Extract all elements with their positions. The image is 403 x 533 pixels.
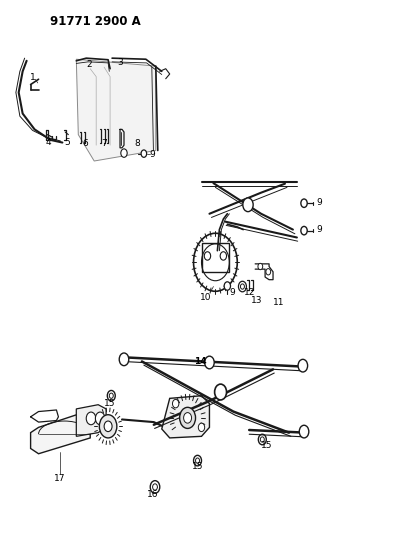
Circle shape — [109, 393, 113, 398]
Text: 9: 9 — [229, 288, 235, 297]
Circle shape — [266, 269, 271, 275]
Text: 15: 15 — [192, 463, 203, 471]
Circle shape — [205, 356, 214, 369]
Text: 11: 11 — [272, 298, 284, 307]
Circle shape — [220, 252, 226, 260]
Circle shape — [195, 458, 199, 463]
Circle shape — [243, 198, 253, 212]
Text: 91771 2900 A: 91771 2900 A — [50, 15, 141, 28]
Text: 2: 2 — [87, 60, 92, 69]
Circle shape — [224, 282, 231, 290]
Circle shape — [299, 425, 309, 438]
Text: 9: 9 — [149, 150, 155, 159]
Circle shape — [260, 437, 264, 442]
Text: 3: 3 — [117, 58, 123, 67]
Circle shape — [298, 359, 307, 372]
Text: 6: 6 — [83, 139, 88, 148]
Text: 14: 14 — [194, 357, 207, 366]
Circle shape — [204, 252, 211, 260]
Text: 5: 5 — [64, 138, 70, 147]
Text: 15: 15 — [261, 441, 273, 450]
Circle shape — [180, 407, 195, 429]
Circle shape — [215, 384, 226, 400]
Text: 10: 10 — [200, 293, 211, 302]
Text: 4: 4 — [46, 138, 51, 147]
Circle shape — [153, 484, 158, 490]
Circle shape — [86, 412, 96, 425]
Circle shape — [121, 149, 127, 157]
Text: 9: 9 — [317, 225, 322, 234]
Circle shape — [172, 399, 179, 408]
Circle shape — [100, 415, 117, 438]
Circle shape — [141, 150, 147, 157]
Circle shape — [184, 413, 191, 423]
Polygon shape — [76, 59, 156, 161]
Text: 9: 9 — [317, 198, 322, 207]
Circle shape — [198, 423, 205, 432]
Circle shape — [301, 227, 307, 235]
Polygon shape — [76, 405, 106, 437]
Polygon shape — [31, 414, 90, 454]
Text: 16: 16 — [147, 490, 159, 499]
Text: 12: 12 — [243, 288, 255, 297]
Circle shape — [96, 412, 105, 425]
Text: 13: 13 — [251, 296, 262, 305]
Text: 15: 15 — [104, 399, 115, 408]
Text: 17: 17 — [54, 474, 65, 483]
Circle shape — [301, 199, 307, 207]
Text: 8: 8 — [134, 139, 140, 148]
Text: 7: 7 — [102, 139, 107, 148]
Polygon shape — [162, 395, 210, 438]
Circle shape — [104, 421, 112, 432]
Text: 1: 1 — [30, 73, 35, 82]
Circle shape — [119, 353, 129, 366]
Circle shape — [241, 284, 245, 289]
Circle shape — [258, 263, 263, 270]
